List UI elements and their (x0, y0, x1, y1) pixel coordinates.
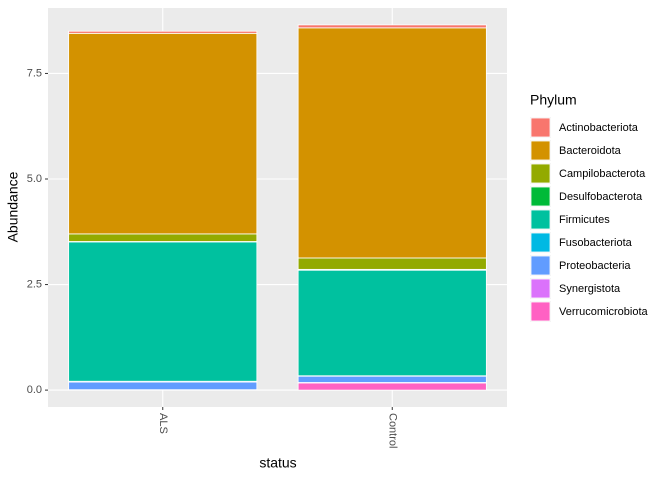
y-axis-title: Abundance (5, 171, 21, 242)
legend-label: Desulfobacterota (559, 191, 643, 203)
y-tick-label: 0.0 (27, 384, 42, 396)
bar-segment (297, 269, 487, 377)
legend-key (530, 255, 551, 276)
bar-segment (297, 375, 487, 383)
y-tick-label: 7.5 (27, 67, 42, 79)
bar-segment (68, 241, 258, 382)
legend-key (530, 117, 551, 138)
legend-title: Phylum (530, 92, 577, 108)
legend-key (530, 163, 551, 184)
bar-segment (68, 30, 258, 34)
legend-key (530, 301, 551, 322)
bar-segment (68, 381, 258, 391)
legend-label: Synergistota (559, 283, 621, 295)
legend-key (530, 232, 551, 253)
legend-label: Verrucomicrobiota (559, 306, 649, 318)
x-axis-title: status (259, 455, 296, 471)
y-tick-label: 2.5 (27, 278, 42, 290)
bar-segment (297, 24, 487, 29)
bar-segment (68, 32, 258, 235)
legend-label: Firmicutes (559, 214, 610, 226)
legend-label: Fusobacteriota (559, 237, 633, 249)
legend-key (530, 278, 551, 299)
x-tick-label: Control (386, 413, 398, 448)
bar-segment (297, 27, 487, 259)
legend-label: Bacteroidota (559, 145, 622, 157)
bar-segment (297, 257, 487, 270)
legend-key (530, 140, 551, 161)
legend-key (530, 186, 551, 207)
bar-segment (297, 382, 487, 391)
legend-label: Campilobacterota (559, 168, 646, 180)
bar-segment (68, 233, 258, 242)
y-tick-label: 5.0 (27, 173, 42, 185)
legend-label: Actinobacteriota (559, 122, 639, 134)
legend-key (530, 209, 551, 230)
legend-label: Proteobacteria (559, 260, 631, 272)
x-tick-label: ALS (157, 413, 169, 434)
